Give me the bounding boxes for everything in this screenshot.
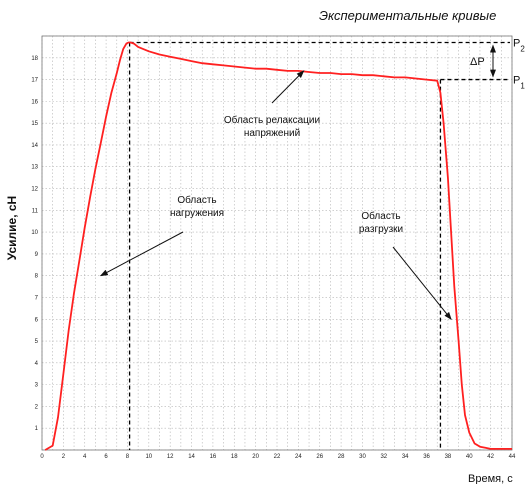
y-tick-label: 15	[31, 121, 38, 127]
y-tick-label: 7	[35, 295, 39, 301]
x-tick-label: 22	[274, 454, 281, 460]
y-tick-label: 5	[35, 339, 39, 345]
y-tick-label: 6	[35, 317, 39, 323]
annotation-arrow	[99, 231, 184, 277]
x-tick-label: 34	[402, 454, 409, 460]
y-tick-label: 10	[31, 230, 38, 236]
p2-label: P2	[513, 38, 525, 54]
y-tick-label: 18	[31, 56, 38, 62]
annotation-text: Область	[361, 210, 400, 222]
grid	[41, 35, 513, 451]
x-tick-label: 8	[126, 454, 130, 460]
annotation-text: нагружения	[170, 208, 224, 219]
annotation-arrow	[392, 246, 452, 321]
tick-labels: 0 2 4 6 8 10 12 14 16 18 20 22 24 26 28 30 32 34 36 38 40 42 4…	[31, 56, 516, 460]
x-tick-label: 2	[62, 454, 66, 460]
x-tick-label: 40	[466, 454, 473, 460]
y-tick-label: 11	[32, 208, 39, 214]
x-tick-label: 20	[252, 454, 259, 460]
y-axis-label: Усилие, сН	[5, 196, 19, 260]
x-tick-label: 12	[167, 454, 174, 460]
x-tick-label: 10	[145, 454, 152, 460]
x-tick-label: 30	[359, 454, 366, 460]
annotation-text: Область релаксации	[224, 114, 320, 126]
y-tick-label: 9	[35, 252, 39, 258]
x-tick-label: 4	[83, 454, 87, 460]
x-tick-label: 36	[423, 454, 430, 460]
x-tick-label: 18	[231, 454, 238, 460]
y-tick-label: 16	[31, 99, 38, 105]
y-tick-label: 17	[31, 78, 38, 84]
annotation-arrow	[271, 70, 305, 104]
plot-border	[41, 35, 513, 451]
y-tick-label: 4	[35, 361, 39, 367]
x-tick-label: 6	[104, 454, 108, 460]
x-tick-label: 14	[188, 454, 195, 460]
force-curve-line	[44, 41, 512, 451]
delta-p-label: ΔP	[470, 56, 485, 68]
x-tick-label: 24	[295, 454, 302, 460]
x-tick-label: 42	[487, 454, 494, 460]
annotation-text: Область	[177, 194, 216, 206]
y-tick-label: 2	[35, 404, 39, 410]
x-tick-label: 44	[509, 454, 516, 460]
y-tick-label: 13	[31, 165, 38, 171]
x-tick-label: 0	[40, 454, 44, 460]
plot-frame	[41, 35, 513, 451]
chart-title: Экспериментальные кривые	[319, 8, 496, 23]
annotation-text: напряжений	[244, 128, 300, 139]
x-tick-label: 16	[210, 454, 217, 460]
y-tick-label: 14	[31, 143, 38, 149]
annotations: Область релаксации напряжений Область нагру…	[99, 38, 525, 321]
x-axis-label: Время, с	[468, 473, 513, 484]
x-tick-label: 32	[380, 454, 387, 460]
x-tick-label: 38	[445, 454, 452, 460]
x-tick-label: 26	[316, 454, 323, 460]
x-tick-label: 28	[338, 454, 345, 460]
p1-label: P1	[513, 75, 525, 91]
y-tick-label: 8	[35, 274, 39, 280]
y-tick-label: 3	[35, 383, 39, 389]
reference-lines	[128, 41, 510, 450]
y-tick-label: 12	[31, 187, 38, 193]
y-tick-label: 1	[35, 426, 39, 432]
annotation-text: разгрузки	[359, 224, 403, 235]
series-layer	[44, 41, 512, 451]
